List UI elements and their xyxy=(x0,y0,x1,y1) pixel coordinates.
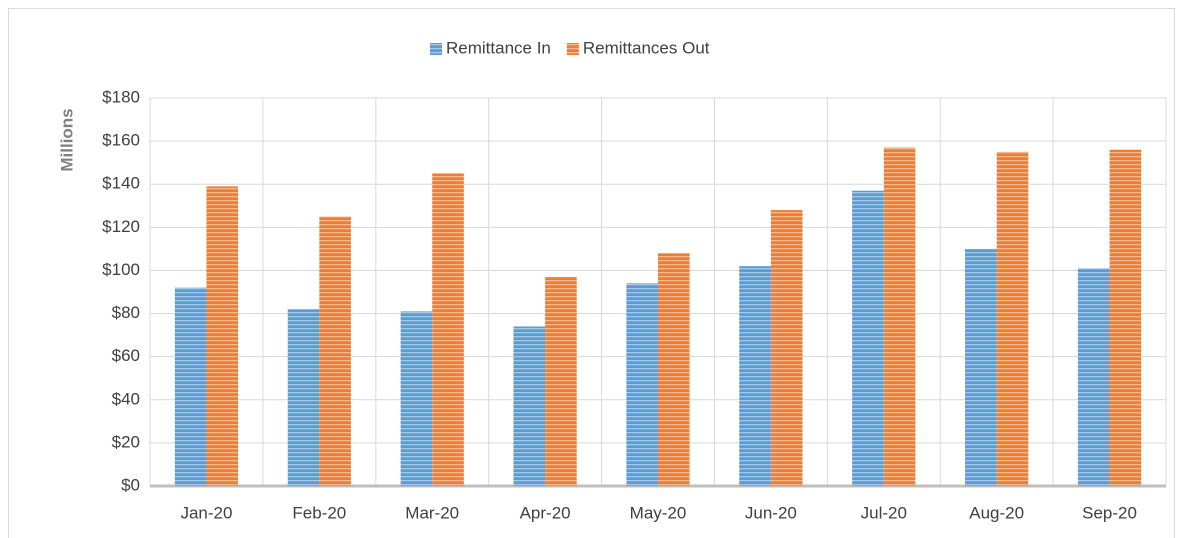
bar xyxy=(996,151,1029,486)
legend-label: Remittances Out xyxy=(583,38,710,57)
bar xyxy=(1109,149,1142,486)
bar xyxy=(432,173,464,486)
bar xyxy=(739,266,771,486)
y-tick-label: $140 xyxy=(102,174,140,193)
y-tick-label: $80 xyxy=(112,303,140,322)
y-tick-label: $20 xyxy=(112,432,140,451)
legend-swatch xyxy=(430,43,442,55)
x-tick-label: Jan-20 xyxy=(180,503,232,522)
x-tick-label: Jul-20 xyxy=(861,503,907,522)
bar xyxy=(513,326,546,486)
y-tick-label: $60 xyxy=(112,346,140,365)
bar xyxy=(965,248,997,486)
y-axis-label: Millions xyxy=(57,108,76,171)
bar xyxy=(1077,268,1110,486)
bar xyxy=(174,287,207,486)
legend-swatch xyxy=(566,43,579,55)
bar xyxy=(400,311,433,486)
x-tick-label: Feb-20 xyxy=(292,503,346,522)
x-tick-label: Mar-20 xyxy=(405,503,459,522)
y-tick-label: $160 xyxy=(102,131,140,150)
x-tick-label: Aug-20 xyxy=(969,503,1024,522)
legend-label: Remittance In xyxy=(446,38,551,57)
bar xyxy=(852,190,884,486)
y-tick-label: $180 xyxy=(102,87,140,106)
bar xyxy=(883,147,916,487)
y-tick-label: $0 xyxy=(121,475,140,494)
y-tick-label: $120 xyxy=(102,217,140,236)
x-tick-label: Apr-20 xyxy=(520,503,571,522)
y-tick-label: $40 xyxy=(112,389,140,408)
bar xyxy=(770,210,803,487)
bar xyxy=(319,216,351,487)
x-tick-label: May-20 xyxy=(630,503,687,522)
x-tick-label: Sep-20 xyxy=(1082,503,1137,522)
bar xyxy=(545,276,577,486)
bar xyxy=(206,186,239,486)
x-tick-label: Jun-20 xyxy=(745,503,797,522)
bar xyxy=(658,253,690,486)
bar xyxy=(287,309,320,486)
y-tick-label: $100 xyxy=(102,260,140,279)
bar xyxy=(626,283,658,486)
